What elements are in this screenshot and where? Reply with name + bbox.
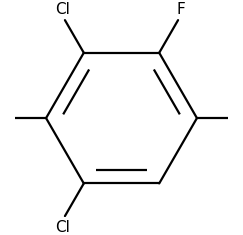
Text: Cl: Cl <box>55 220 70 235</box>
Text: Cl: Cl <box>55 2 70 17</box>
Text: F: F <box>176 2 185 17</box>
